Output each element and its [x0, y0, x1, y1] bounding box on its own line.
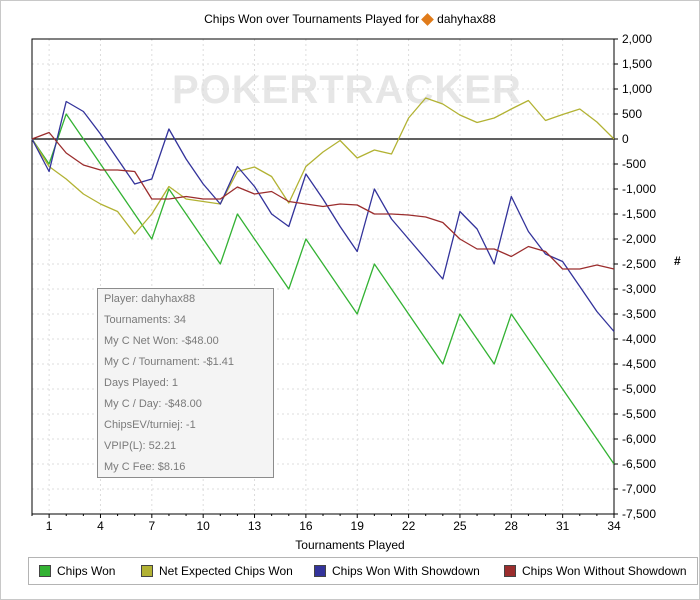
- legend-item-without-showdown[interactable]: Chips Won Without Showdown: [504, 558, 687, 584]
- legend-label: Chips Won: [57, 564, 116, 578]
- tooltip-chips-ev: ChipsEV/turniej: -1: [104, 419, 196, 431]
- legend-swatch: [314, 565, 326, 577]
- legend-swatch: [39, 565, 51, 577]
- tooltip-net-won: My C Net Won: -$48.00: [104, 335, 219, 347]
- y-tick-label: -3,500: [622, 307, 656, 321]
- x-tick-label: 13: [248, 519, 262, 533]
- tooltip-vpip: VPIP(L): 52.21: [104, 440, 177, 452]
- legend-swatch: [141, 565, 153, 577]
- y-tick-label: 1,500: [622, 57, 652, 71]
- x-tick-label: 25: [453, 519, 467, 533]
- series-layer: [31, 97, 615, 465]
- y-tick-label: -6,000: [622, 432, 656, 446]
- tooltip-fee: My C Fee: $8.16: [104, 461, 186, 473]
- series-line-chips-won: [31, 113, 615, 465]
- x-tick-label: 34: [607, 519, 621, 533]
- x-tick-label: 19: [351, 519, 365, 533]
- tooltip-per-tournament: My C / Tournament: -$1.41: [104, 356, 235, 368]
- y-tick-label: -5,500: [622, 407, 656, 421]
- chart-title-player: dahyhax88: [437, 12, 496, 26]
- y-tick-label: 2,000: [622, 32, 652, 46]
- x-tick-label: 10: [196, 519, 210, 533]
- y-tick-label: -500: [622, 157, 646, 171]
- chart-title: Chips Won over Tournaments Played for dah…: [0, 12, 700, 26]
- x-tick-label: 7: [148, 519, 155, 533]
- series-line-chips-won-without-showdown: [31, 131, 615, 270]
- legend-label: Net Expected Chips Won: [159, 564, 293, 578]
- y-tick-label: 0: [622, 132, 629, 146]
- y-tick-label: -5,000: [622, 382, 656, 396]
- watermark-text: POKERTRACKER: [172, 68, 522, 112]
- chart-legend: Chips Won Net Expected Chips Won Chips W…: [28, 557, 698, 585]
- x-axis: 1 4 7 10 13 16 19 22 25 28 31 34: [31, 514, 621, 533]
- y-tick-label: -1,000: [622, 182, 656, 196]
- tooltip-days-played: Days Played: 1: [104, 377, 178, 389]
- y-tick-label: -4,000: [622, 332, 656, 346]
- y-tick-label: -4,500: [622, 357, 656, 371]
- chart-title-text: Chips Won over Tournaments Played for: [204, 12, 420, 26]
- x-axis-label: Tournaments Played: [295, 538, 405, 552]
- legend-swatch: [504, 565, 516, 577]
- tooltip-per-day: My C / Day: -$48.00: [104, 398, 202, 410]
- x-tick-label: 16: [299, 519, 313, 533]
- legend-item-with-showdown[interactable]: Chips Won With Showdown: [314, 558, 480, 584]
- y-tick-label: -3,000: [622, 282, 656, 296]
- legend-label: Chips Won With Showdown: [332, 564, 480, 578]
- legend-item-chips-won[interactable]: Chips Won: [39, 558, 115, 584]
- tooltip-tournaments: Tournaments: 34: [104, 314, 186, 326]
- x-tick-label: 22: [402, 519, 416, 533]
- x-tick-label: 1: [46, 519, 53, 533]
- y-tick-label: 500: [622, 107, 642, 121]
- y-tick-label: 1,000: [622, 82, 652, 96]
- y-axis: 2,000 1,500 1,000 500 0 -500 -1,000 -1,500 -2,00…: [614, 32, 656, 521]
- stats-tooltip: Player: dahyhax88 Tournaments: 34 My C N…: [97, 288, 274, 478]
- legend-item-net-expected[interactable]: Net Expected Chips Won: [141, 558, 293, 584]
- y-tick-label: -7,500: [622, 507, 656, 521]
- series-line-net-expected-chips-won: [31, 97, 615, 235]
- y-tick-label: -7,000: [622, 482, 656, 496]
- y-tick-label: -2,000: [622, 232, 656, 246]
- x-tick-label: 31: [556, 519, 570, 533]
- y-tick-label: -6,500: [622, 457, 656, 471]
- y-axis-label: #: [674, 254, 681, 268]
- y-tick-label: -2,500: [622, 257, 656, 271]
- x-tick-label: 28: [505, 519, 519, 533]
- y-tick-label: -1,500: [622, 207, 656, 221]
- tooltip-player: Player: dahyhax88: [104, 293, 196, 305]
- series-line-chips-won-with-showdown: [31, 100, 615, 332]
- x-tick-label: 4: [97, 519, 104, 533]
- legend-label: Chips Won Without Showdown: [522, 564, 687, 578]
